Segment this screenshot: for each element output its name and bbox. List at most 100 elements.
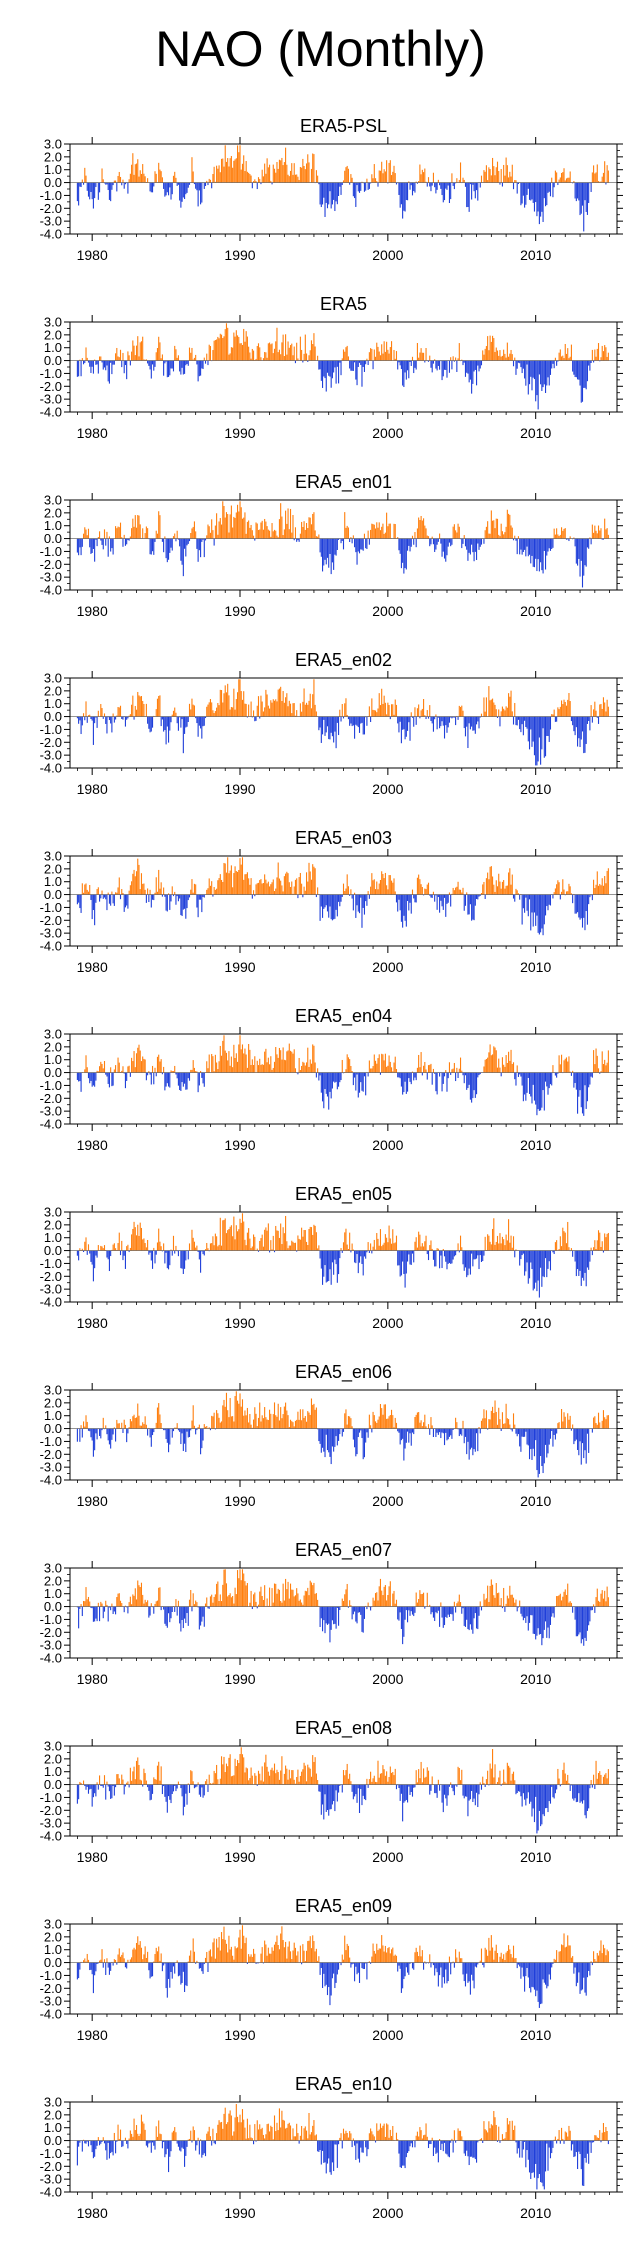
bar	[303, 353, 305, 361]
bar	[314, 1225, 316, 1251]
bar	[118, 357, 120, 361]
bar	[185, 894, 187, 919]
bar	[420, 884, 422, 895]
bar	[278, 1237, 280, 1251]
bar	[415, 1072, 417, 1081]
bar	[495, 518, 497, 539]
bar	[381, 161, 383, 183]
bar	[605, 883, 607, 895]
bar	[95, 1072, 97, 1081]
bar	[224, 1569, 226, 1607]
bar	[493, 702, 495, 717]
bar	[288, 1245, 290, 1251]
bar	[516, 182, 518, 194]
bar	[140, 873, 143, 895]
bar	[498, 1592, 500, 1607]
bar	[474, 1428, 476, 1452]
bar	[251, 716, 253, 718]
bar	[133, 1221, 135, 1251]
bar	[250, 175, 252, 183]
bar	[257, 343, 260, 361]
bar	[198, 1606, 200, 1630]
bar	[135, 1417, 138, 1429]
nao-panel: ERA5_en07 3.0 2.0 1.0 0.0 -1.0 -2.0 -3.0 -4.0 198…	[0, 1534, 641, 1712]
bar	[238, 869, 240, 895]
y-tick-label: 0.0	[44, 1065, 62, 1080]
bar	[485, 1058, 487, 1073]
bar	[398, 538, 400, 551]
bar	[251, 894, 253, 899]
bar	[267, 343, 269, 361]
bar	[331, 538, 333, 563]
bar	[585, 894, 587, 912]
bar	[139, 524, 141, 539]
bar	[110, 1250, 112, 1257]
bar	[324, 716, 326, 736]
bar	[558, 352, 560, 361]
bar	[308, 1066, 310, 1073]
bar	[453, 1062, 455, 1073]
bar	[244, 1410, 246, 1429]
bar	[269, 708, 271, 717]
bar	[161, 177, 163, 183]
bar	[535, 716, 537, 766]
bar	[429, 355, 431, 361]
bar	[307, 360, 309, 362]
bar	[583, 1072, 585, 1116]
bar	[90, 538, 92, 554]
bar	[549, 360, 552, 375]
bar	[458, 179, 460, 183]
bar	[554, 888, 556, 895]
bar	[509, 1060, 511, 1073]
bar	[451, 360, 453, 370]
bar	[314, 704, 316, 717]
bar	[596, 1424, 598, 1429]
bar	[577, 1606, 579, 1637]
y-tick-label: 1.0	[44, 1408, 62, 1423]
bar	[397, 537, 399, 539]
bar	[222, 501, 224, 539]
bar	[575, 360, 577, 378]
bar	[437, 360, 439, 366]
bar	[97, 887, 99, 895]
bar	[508, 1598, 510, 1607]
bar	[325, 1250, 327, 1283]
bar	[432, 538, 434, 545]
bar	[302, 1604, 304, 1607]
bar	[262, 176, 264, 183]
bar	[427, 1250, 430, 1261]
bar	[442, 538, 444, 552]
bar	[488, 879, 490, 895]
bar	[355, 538, 357, 553]
bar	[91, 1250, 93, 1265]
bar	[202, 360, 204, 370]
bar	[358, 1606, 361, 1613]
y-tick-label: 3.0	[44, 671, 62, 686]
x-tick-label: 1980	[77, 1493, 108, 1509]
bar	[552, 714, 554, 717]
bar	[415, 1237, 417, 1251]
bar	[143, 883, 145, 895]
bar	[309, 1059, 311, 1073]
x-tick-label: 1980	[77, 1137, 108, 1153]
bar	[328, 182, 330, 205]
panel-title: ERA5_en08	[295, 1718, 392, 1739]
bar	[272, 531, 274, 539]
bar	[227, 857, 229, 895]
bar	[351, 894, 353, 899]
bar	[600, 1071, 602, 1073]
bar	[458, 526, 460, 539]
bar	[440, 1428, 442, 1439]
bar	[339, 1250, 341, 1259]
bar	[448, 892, 451, 895]
bar	[202, 1606, 204, 1617]
bar	[228, 1051, 230, 1073]
bar	[89, 1250, 91, 1254]
bar	[185, 1250, 187, 1261]
bar	[232, 167, 234, 183]
bar	[324, 1428, 326, 1458]
bar	[153, 1428, 155, 1433]
bar	[473, 1428, 475, 1450]
bar	[477, 1072, 479, 1078]
bar	[373, 1600, 375, 1607]
